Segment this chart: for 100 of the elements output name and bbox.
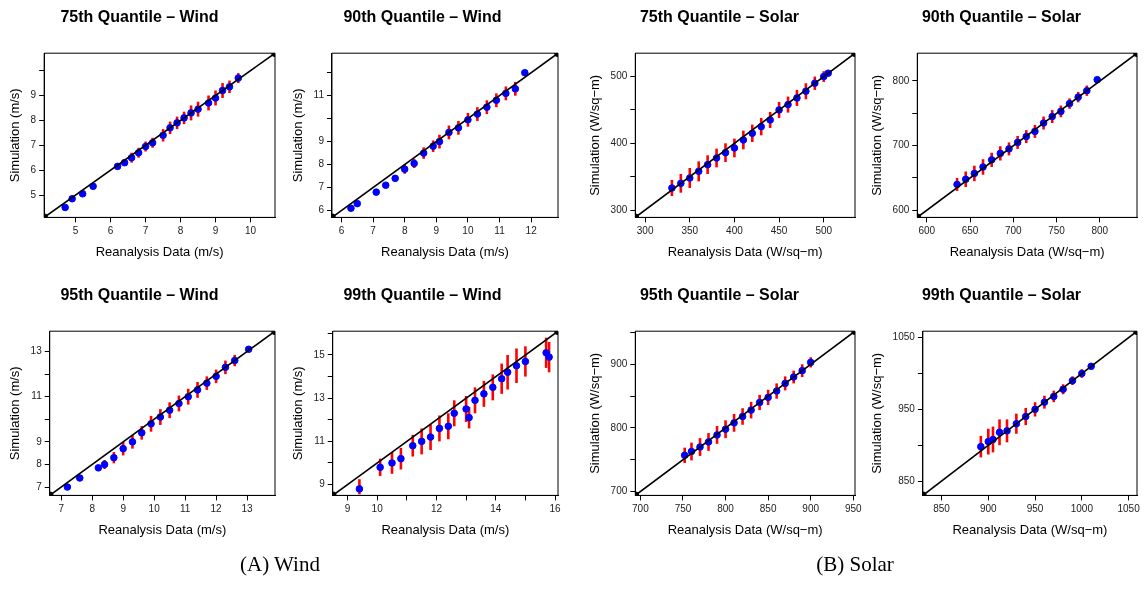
y-tick-label: 8 [318,158,325,170]
x-tick-label: 9 [120,503,127,515]
point [450,409,459,418]
x-tick-label: 650 [961,225,979,237]
point [391,174,399,183]
x-tick-label: 10 [462,225,474,237]
x-tick-label: 12 [430,503,443,515]
y-tick-label: 11 [314,435,326,447]
x-tick-label: 14 [490,503,502,515]
point [511,85,520,93]
y-tick-label: 500 [610,70,628,82]
text: (A) Wind [239,552,321,577]
point [462,405,470,413]
y-tick-label: 9 [30,89,37,101]
y-axis-title: Simulation (W/sq−m) [587,74,603,196]
y-tick-label: 400 [610,137,628,149]
x-tick-label: 6 [338,225,345,237]
x-tick-label: 6 [107,225,114,237]
x-tick-label: 10 [371,503,384,515]
point [435,424,444,433]
x-tick-label: 600 [918,225,936,237]
chart-title: 95th Quantile – Wind [60,286,219,304]
y-tick-label: 700 [892,139,910,151]
x-tick-label: 800 [1091,225,1109,237]
y-axis-title: Simulation (W/sq−m) [587,352,603,474]
x-axis-title: Reanalysis Data (W/sq−m) [949,243,1105,259]
point [376,463,384,472]
y-tick-label: 8 [36,458,43,470]
x-tick-label: 1000 [1070,503,1094,515]
point [503,368,512,377]
y-tick-label: 1050 [892,331,916,343]
x-axis-title: Reanalysis Data (m/s) [381,521,510,537]
y-tick-label: 13 [313,391,326,403]
x-tick-label: 850 [759,503,777,515]
x-tick-label: 1050 [1117,503,1141,515]
x-tick-label: 16 [549,503,562,515]
point [63,483,72,491]
x-axis-title: Reanalysis Data (m/s) [95,243,224,259]
text: (B) Solar [815,552,895,577]
x-tick-label: 11 [179,503,191,515]
point [417,437,426,446]
y-tick-label: 6 [30,163,37,175]
x-tick-label: 300 [636,225,654,237]
x-tick-label: 9 [212,225,219,237]
x-axis-title: Reanalysis Data (m/s) [98,521,227,537]
chart-title: 99th Quantile – Solar [921,286,1082,304]
x-tick-label: 700 [1004,225,1023,237]
y-tick-label: 800 [610,421,628,433]
point [397,454,405,463]
chart-title: 95th Quantile – Solar [639,286,800,304]
chart-title: 75th Quantile – Solar [639,8,800,26]
y-tick-label: 6 [318,204,325,216]
point [977,442,985,451]
x-tick-label: 7 [370,225,377,237]
y-tick-label: 7 [30,139,37,150]
point [995,428,1004,437]
x-tick-label: 13 [241,503,254,515]
point [61,203,69,212]
x-axis-title: Reanalysis Data (W/sq−m) [667,243,823,259]
point [355,485,364,493]
y-tick-label: 9 [318,135,325,147]
x-tick-label: 400 [726,225,744,237]
point [488,383,497,392]
point [444,422,453,431]
y-tick-label: 9 [319,478,326,490]
x-tick-label: 750 [1048,225,1066,237]
y-tick-label: 7 [36,480,43,492]
chart-title: 99th Quantile – Wind [343,286,502,304]
x-tick-label: 950 [844,503,863,515]
y-tick-label: 11 [31,390,43,402]
y-tick-label: 15 [313,348,326,360]
y-tick-label: 600 [892,204,910,216]
point [75,474,84,482]
x-tick-label: 7 [58,503,65,515]
point [471,396,479,405]
x-tick-label: 12 [525,225,538,237]
point [372,188,381,196]
x-tick-label: 950 [1026,503,1044,515]
point [94,464,103,472]
x-tick-label: 9 [433,225,440,237]
x-tick-label: 850 [933,503,951,515]
y-tick-label: 11 [313,89,325,101]
x-tick-label: 450 [770,225,788,237]
y-tick-label: 13 [30,345,43,357]
y-axis-title: Simulation (m/s) [290,366,306,461]
y-axis-title: Simulation (m/s) [7,88,23,183]
point [497,374,506,383]
y-tick-label: 300 [610,203,628,215]
y-axis-title: Simulation (W/sq−m) [869,352,885,474]
y-tick-label: 5 [30,188,37,200]
point [512,361,521,370]
y-tick-label: 9 [36,435,43,447]
point [426,433,435,441]
x-tick-label: 8 [89,503,96,515]
x-tick-label: 350 [681,225,699,237]
x-tick-label: 750 [674,503,692,515]
x-tick-label: 700 [632,503,650,515]
y-axis-title: Simulation (W/sq−m) [869,74,885,196]
y-tick-label: 900 [610,358,628,370]
point [521,68,529,77]
